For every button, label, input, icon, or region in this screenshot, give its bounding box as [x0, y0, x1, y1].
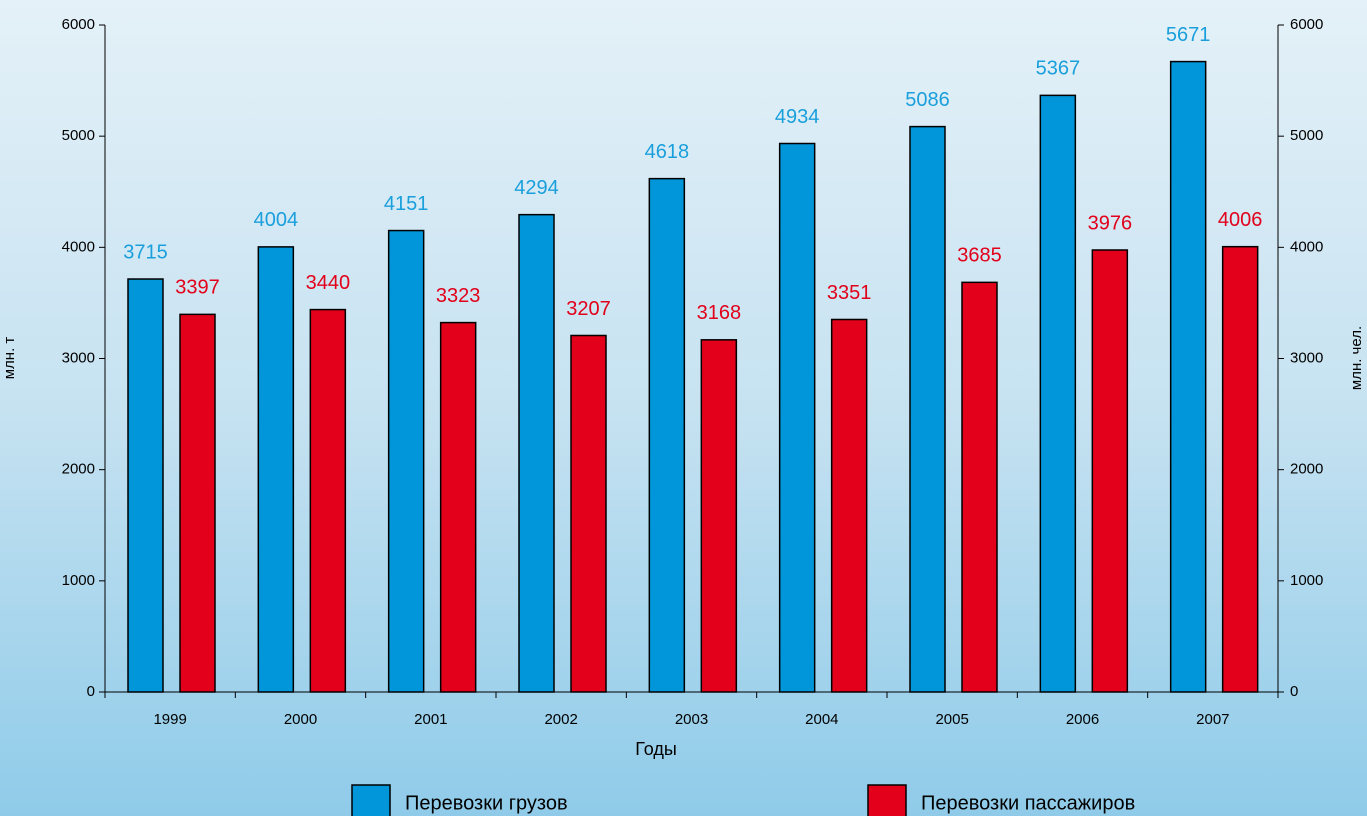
- data-label: 4151: [384, 193, 429, 215]
- data-label: 4618: [645, 141, 690, 163]
- bar: [648, 177, 686, 693]
- data-label: 5671: [1166, 24, 1211, 46]
- bar: [961, 281, 998, 693]
- x-axis-title: Годы: [635, 739, 677, 759]
- x-tick-label: 2003: [675, 711, 708, 728]
- bar: [830, 318, 868, 693]
- data-label: 4934: [775, 106, 820, 128]
- bar: [1169, 60, 1207, 693]
- data-label: 3397: [175, 277, 220, 299]
- bar: [1221, 245, 1259, 693]
- x-tick-label: 2004: [805, 711, 838, 728]
- x-tick-label: 1999: [153, 711, 186, 728]
- bar: [778, 142, 816, 693]
- data-label: 3351: [827, 282, 872, 304]
- x-tick-label: 2000: [284, 711, 317, 728]
- y2-tick-label: 2000: [1290, 461, 1323, 478]
- y2-axis-title: млн. чел.: [1348, 326, 1365, 390]
- bar: [1091, 249, 1129, 693]
- legend-swatch: [351, 784, 391, 816]
- x-tick-label: 2005: [935, 711, 968, 728]
- y2-tick-label: 6000: [1290, 16, 1323, 33]
- data-label: 3685: [957, 245, 1002, 267]
- y-tick-label: 6000: [62, 16, 95, 33]
- y-tick-label: 2000: [62, 461, 95, 478]
- y2-tick-label: 0: [1290, 683, 1298, 700]
- data-label: 4006: [1218, 209, 1263, 231]
- data-label: 3440: [306, 272, 351, 294]
- bar: [439, 321, 477, 693]
- y-axis-title: млн. т: [1, 337, 18, 380]
- data-label: 3168: [697, 302, 742, 324]
- x-tick-label: 2001: [414, 711, 447, 728]
- bar: [387, 229, 425, 693]
- y-tick-label: 5000: [62, 127, 95, 144]
- y2-tick-label: 3000: [1290, 349, 1323, 366]
- data-label: 3323: [436, 285, 481, 307]
- y-tick-label: 0: [87, 683, 95, 700]
- y2-tick-label: 1000: [1290, 572, 1323, 589]
- y-tick-label: 3000: [62, 349, 95, 366]
- bar: [257, 246, 295, 693]
- bar: [570, 334, 607, 693]
- data-label: 5086: [905, 89, 950, 111]
- bar: [309, 308, 347, 693]
- y-tick-label: 4000: [62, 238, 95, 255]
- data-label: 4004: [254, 209, 299, 231]
- legend-swatch: [867, 784, 907, 816]
- y2-tick-label: 5000: [1290, 127, 1323, 144]
- bar: [700, 339, 738, 693]
- y2-tick-label: 4000: [1290, 238, 1323, 255]
- bar: [179, 313, 216, 693]
- x-tick-label: 2006: [1066, 711, 1099, 728]
- bar: [1039, 94, 1077, 693]
- legend-label: Перевозки грузов: [405, 792, 568, 814]
- bar: [518, 213, 555, 693]
- bar: [909, 125, 946, 693]
- data-label: 3207: [566, 298, 611, 320]
- data-label: 4294: [514, 177, 559, 199]
- legend-label: Перевозки пассажиров: [921, 792, 1135, 814]
- bar: [127, 278, 164, 693]
- data-label: 5367: [1036, 58, 1081, 80]
- x-tick-label: 2002: [544, 711, 577, 728]
- y-tick-label: 1000: [62, 572, 95, 589]
- data-label: 3976: [1088, 212, 1133, 234]
- data-label: 3715: [123, 241, 168, 263]
- x-tick-label: 2007: [1196, 711, 1229, 728]
